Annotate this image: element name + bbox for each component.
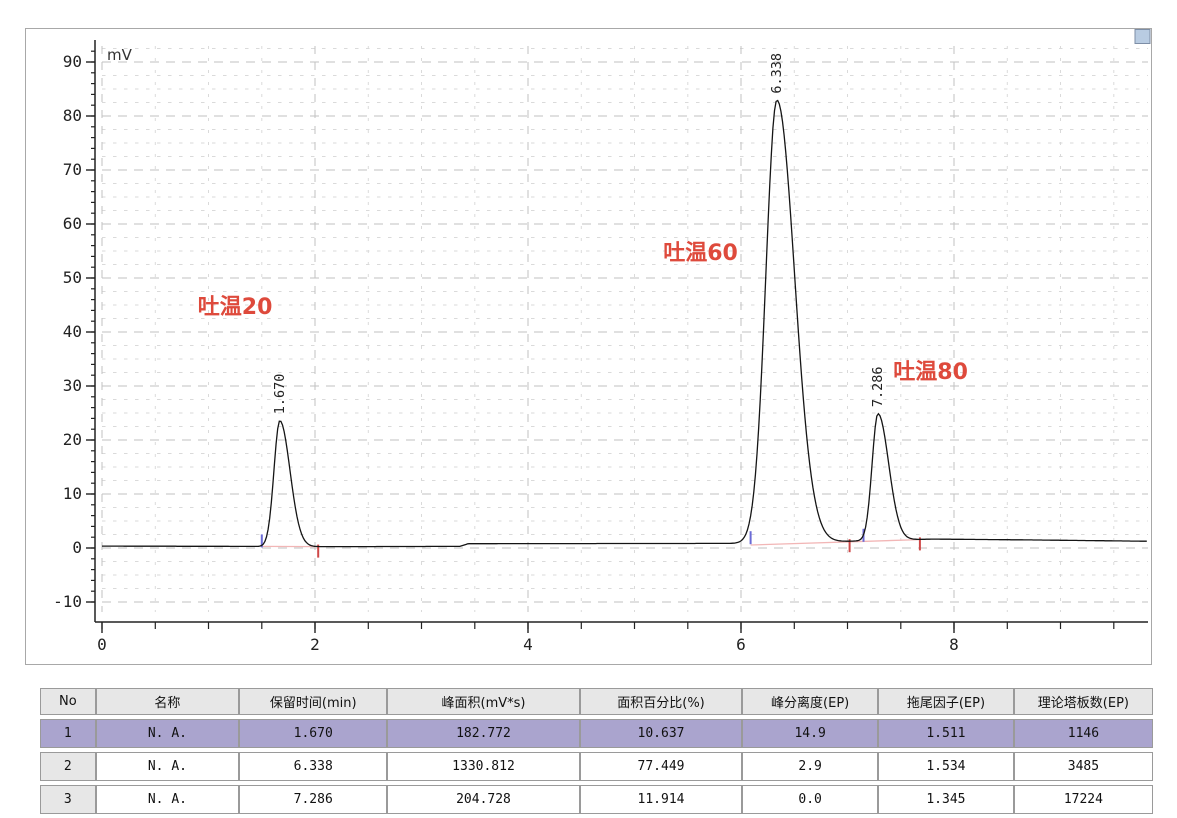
y-tick-label: 70 (63, 160, 82, 179)
y-tick-label: 60 (63, 214, 82, 233)
table-cell: 77.449 (580, 752, 742, 781)
table-cell: 11.914 (580, 785, 742, 814)
y-tick-label: 50 (63, 268, 82, 287)
y-tick-label: 90 (63, 52, 82, 71)
column-header-3[interactable]: 峰面积(mV*s) (387, 688, 580, 715)
compound-annotation: 吐温20 (198, 295, 273, 320)
x-tick-label: 6 (736, 635, 746, 654)
table-cell: 1146 (1014, 719, 1153, 748)
x-tick-label: 0 (97, 635, 107, 654)
chart-frame (26, 29, 1152, 665)
y-tick-label: 20 (63, 430, 82, 449)
x-tick-label: 2 (310, 635, 320, 654)
peak-rt-label: 1.670 (272, 374, 288, 415)
y-tick-label: 40 (63, 322, 82, 341)
x-tick-label: 8 (949, 635, 959, 654)
y-tick-label: 10 (63, 484, 82, 503)
y-unit-label: mV (107, 46, 133, 64)
table-cell: 2 (40, 752, 96, 781)
table-cell: 182.772 (387, 719, 580, 748)
table-cell: 2.9 (742, 752, 878, 781)
table-cell: 1.511 (878, 719, 1014, 748)
table-cell: 17224 (1014, 785, 1153, 814)
column-header-1[interactable]: 名称 (96, 688, 240, 715)
y-tick-label: -10 (53, 592, 82, 611)
table-cell: N. A. (96, 785, 240, 814)
peak-rt-label: 6.338 (769, 53, 785, 94)
table-cell: N. A. (96, 752, 240, 781)
chromatogram-panel[interactable]: -10 0 10 20 30 40 50 60 70 80 90 0 2 4 6 8 mV 1.670 6.338 7… (25, 28, 1152, 665)
table-cell: N. A. (96, 719, 240, 748)
column-header-7[interactable]: 理论塔板数(EP) (1014, 688, 1153, 715)
table-cell: 204.728 (387, 785, 580, 814)
table-cell: 0.0 (742, 785, 878, 814)
column-header-0[interactable]: No (40, 688, 96, 715)
column-header-5[interactable]: 峰分离度(EP) (742, 688, 878, 715)
column-header-4[interactable]: 面积百分比(%) (580, 688, 742, 715)
compound-annotation: 吐温60 (663, 241, 738, 266)
table-cell: 14.9 (742, 719, 878, 748)
table-cell: 1.345 (878, 785, 1014, 814)
x-tick-label: 4 (523, 635, 533, 654)
table-cell: 7.286 (239, 785, 387, 814)
table-cell: 1.670 (239, 719, 387, 748)
table-cell: 3485 (1014, 752, 1153, 781)
table-cell: 1 (40, 719, 96, 748)
table-cell: 1330.812 (387, 752, 580, 781)
compound-annotation: 吐温80 (893, 360, 968, 385)
table-cell: 6.338 (239, 752, 387, 781)
chart-corner-handle[interactable] (1135, 30, 1150, 44)
table-cell: 1.534 (878, 752, 1014, 781)
table-cell: 10.637 (580, 719, 742, 748)
y-tick-label: 0 (72, 538, 82, 557)
y-tick-label: 30 (63, 376, 82, 395)
peak-rt-label: 7.286 (870, 366, 886, 407)
chromatogram-svg[interactable]: -10 0 10 20 30 40 50 60 70 80 90 0 2 4 6 8 mV 1.670 6.338 7… (25, 28, 1152, 665)
table-cell: 3 (40, 785, 96, 814)
column-header-2[interactable]: 保留时间(min) (239, 688, 387, 715)
y-tick-label: 80 (63, 106, 82, 125)
column-header-6[interactable]: 拖尾因子(EP) (878, 688, 1014, 715)
